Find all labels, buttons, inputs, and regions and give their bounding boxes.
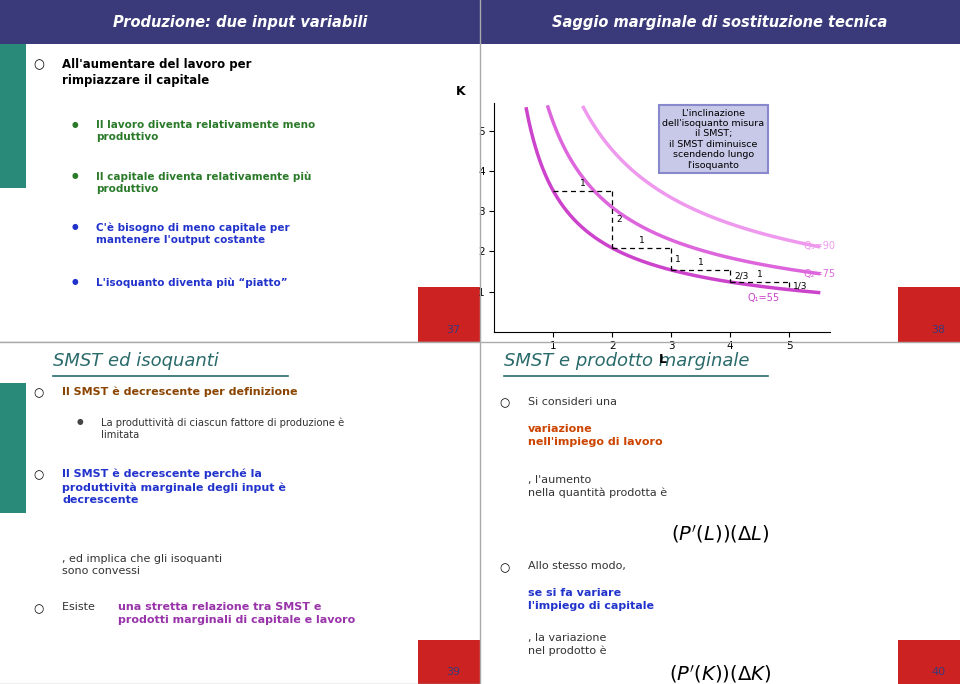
Text: C'è bisogno di meno capitale per
mantenere l'output costante: C'è bisogno di meno capitale per mantene… [96,222,290,245]
Text: ○: ○ [499,561,510,574]
Text: ○: ○ [499,397,510,410]
Text: 37: 37 [446,325,461,335]
FancyBboxPatch shape [418,287,480,342]
Text: , la variazione
nel prodotto è: , la variazione nel prodotto è [528,633,607,656]
Text: Il SMST è decrescente per definizione: Il SMST è decrescente per definizione [62,386,298,397]
Text: ○: ○ [34,602,44,615]
Text: una stretta relazione tra SMST e
prodotti marginali di capitale e lavoro: una stretta relazione tra SMST e prodott… [117,602,355,624]
Text: Il SMST è decrescente perché la
produttività marginale degli input è
decrescente: Il SMST è decrescente perché la produtti… [62,469,286,505]
Text: ○: ○ [34,469,44,482]
Text: Allo stesso modo,: Allo stesso modo, [528,561,630,571]
FancyBboxPatch shape [898,287,960,342]
Text: 39: 39 [446,667,461,677]
Text: SMST ed isoquanti: SMST ed isoquanti [53,352,219,370]
FancyBboxPatch shape [0,383,26,513]
Text: SMST e prodotto marginale: SMST e prodotto marginale [504,352,750,370]
Text: Il capitale diventa relativamente più
produttivo: Il capitale diventa relativamente più pr… [96,171,311,194]
Text: L'isoquanto diventa più “piatto”: L'isoquanto diventa più “piatto” [96,277,288,287]
Text: Si consideri una: Si consideri una [528,397,620,407]
Text: ○: ○ [34,58,44,71]
FancyBboxPatch shape [0,44,26,188]
Y-axis label: K: K [456,85,466,98]
FancyBboxPatch shape [898,640,960,684]
FancyBboxPatch shape [0,0,480,44]
Text: variazione
nell'impiego di lavoro: variazione nell'impiego di lavoro [528,424,662,447]
Text: , l'aumento
nella quantità prodotta è: , l'aumento nella quantità prodotta è [528,475,667,499]
Text: $(P'(L))(\Delta L)$: $(P'(L))(\Delta L)$ [671,523,769,545]
Text: ●: ● [72,222,79,231]
Text: ●: ● [77,417,84,426]
Text: ○: ○ [34,386,44,399]
Text: Produzione: due input variabili: Produzione: due input variabili [113,15,367,29]
Text: L'inclinazione
dell'isoquanto misura
il SMST;
il SMST diminuisce
scendendo lungo: L'inclinazione dell'isoquanto misura il … [662,109,764,170]
Text: 2: 2 [616,215,622,224]
Text: se si fa variare
l'impiego di capitale: se si fa variare l'impiego di capitale [528,588,654,611]
Text: 1: 1 [756,270,762,279]
FancyBboxPatch shape [480,0,960,44]
Text: ●: ● [72,277,79,286]
Text: Q₂=75: Q₂=75 [804,269,836,279]
Text: 1: 1 [580,179,586,188]
Text: 38: 38 [931,325,946,335]
Text: 1: 1 [698,258,704,267]
Text: Q₁=55: Q₁=55 [748,293,780,303]
Text: ●: ● [72,120,79,129]
Text: 40: 40 [931,667,946,677]
Text: 1/3: 1/3 [793,281,807,290]
FancyBboxPatch shape [418,640,480,684]
X-axis label: L: L [659,353,666,366]
Text: , ed implica che gli isoquanti
sono convessi: , ed implica che gli isoquanti sono conv… [62,554,223,577]
Text: La produttività di ciascun fattore di produzione è
limitata: La produttività di ciascun fattore di pr… [101,417,344,440]
Text: Esiste: Esiste [62,602,99,612]
Text: Q₃=90: Q₃=90 [804,241,836,251]
Text: Saggio marginale di sostituzione tecnica: Saggio marginale di sostituzione tecnica [552,15,888,29]
Text: Il lavoro diventa relativamente meno
produttivo: Il lavoro diventa relativamente meno pro… [96,120,315,142]
Text: 1: 1 [639,236,645,246]
Text: 2/3: 2/3 [734,272,749,280]
Text: ●: ● [72,171,79,180]
Text: 1: 1 [676,254,681,263]
Text: $(P'(K))(\Delta K)$: $(P'(K))(\Delta K)$ [669,663,771,684]
Text: All'aumentare del lavoro per
rimpiazzare il capitale: All'aumentare del lavoro per rimpiazzare… [62,58,252,87]
